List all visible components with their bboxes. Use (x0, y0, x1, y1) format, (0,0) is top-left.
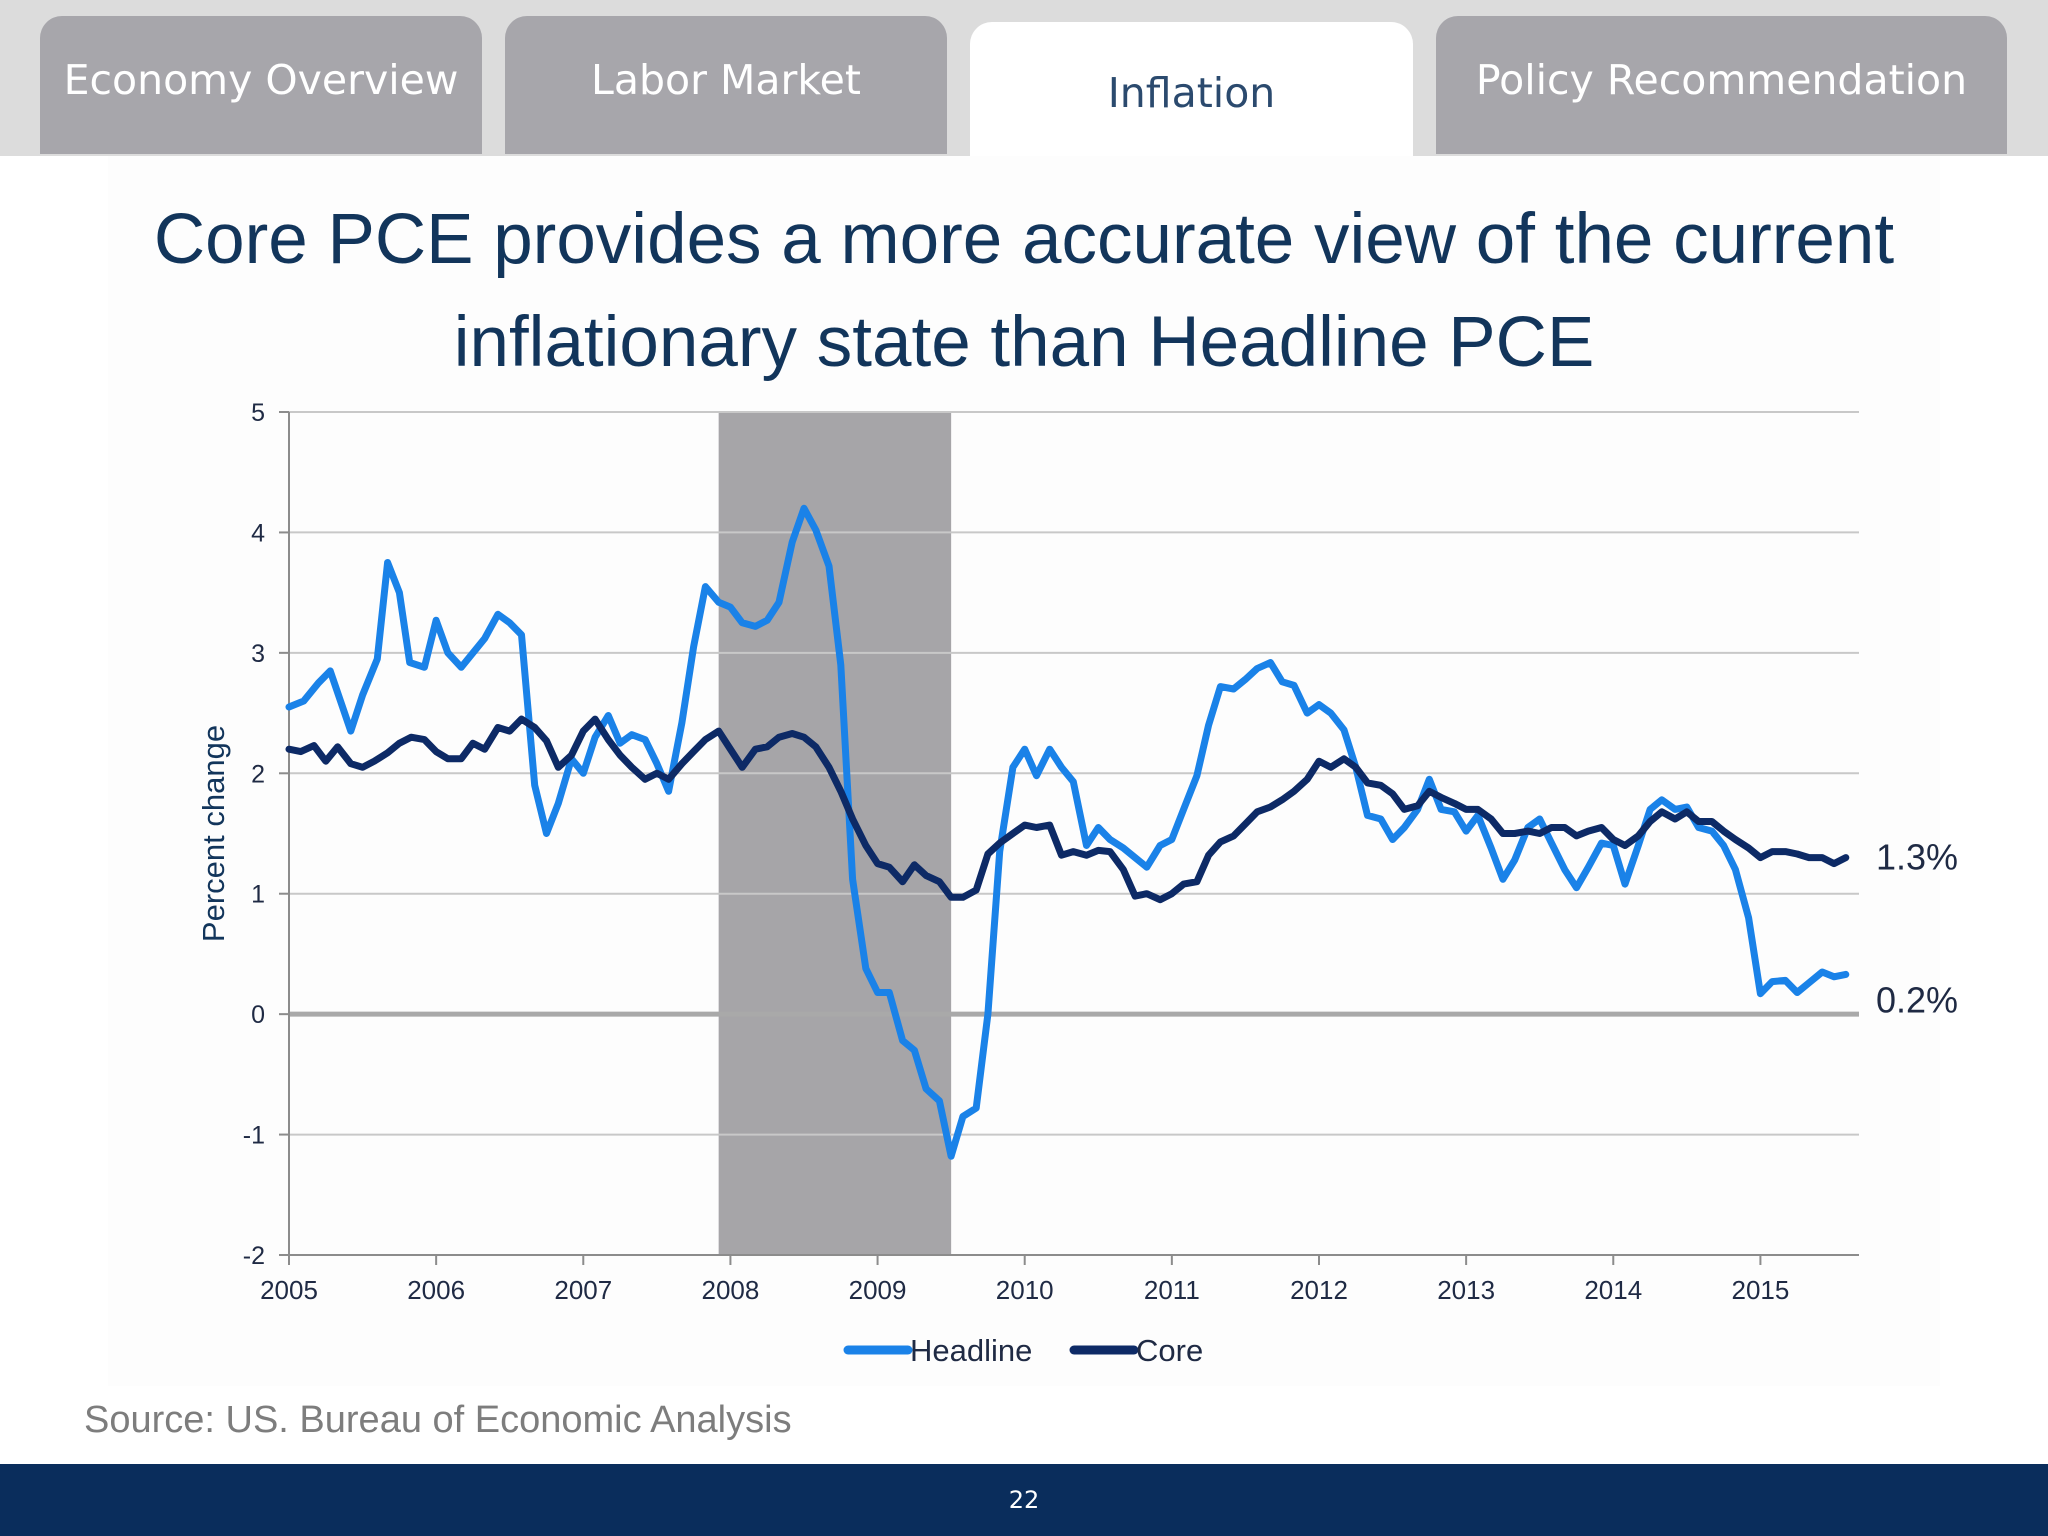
tab-policy-recommendation[interactable]: Policy Recommendation (1436, 16, 2007, 154)
tab-economy-overview[interactable]: Economy Overview (40, 16, 482, 154)
tab-bar: Economy Overview Labor Market Inflation … (0, 0, 2048, 156)
x-tick-label: 2014 (1584, 1275, 1642, 1305)
x-tick-label: 2013 (1437, 1275, 1495, 1305)
y-tick-label: -1 (243, 1122, 265, 1150)
x-tick-label: 2007 (554, 1275, 612, 1305)
legend-label-core: Core (1136, 1333, 1203, 1368)
x-tick-label: 2008 (702, 1275, 760, 1305)
y-tick-label: 1 (251, 881, 265, 909)
series-line-core (285, 715, 1850, 904)
slide-title-line-1: Core PCE provides a more accurate view o… (153, 200, 1895, 279)
recession-shading (718, 412, 952, 1255)
y-tick-label: 2 (251, 760, 265, 788)
x-tick-label: 2011 (1144, 1275, 1200, 1305)
x-tick-label: 2012 (1290, 1275, 1348, 1305)
slide-title: Core PCE provides a more accurate view o… (60, 188, 1988, 394)
x-tick-label: 2015 (1731, 1275, 1789, 1305)
end-label-core: 1.3% (1876, 837, 1958, 878)
slide-background (108, 156, 1940, 1386)
source-note: Source: US. Bureau of Economic Analysis (84, 1399, 792, 1441)
y-tick-label: 5 (251, 399, 265, 427)
end-label-headline: 0.2% (1876, 979, 1958, 1020)
x-tick-label: 2009 (849, 1275, 907, 1305)
tab-inflation[interactable]: Inflation (970, 22, 1413, 156)
legend-label-headline: Headline (910, 1333, 1032, 1368)
footer-bar: 22 (0, 1464, 2048, 1536)
y-tick-label: 0 (251, 1001, 265, 1029)
x-tick-label: 2006 (407, 1275, 465, 1305)
slide-title-line-2: inflationary state than Headline PCE (453, 303, 1595, 382)
x-tick-label: 2010 (996, 1275, 1054, 1305)
page-number: 22 (1008, 1486, 1040, 1514)
y-tick-label: 3 (251, 640, 265, 668)
y-axis-label: Percent change (196, 725, 231, 942)
x-tick-label: 2005 (260, 1275, 318, 1305)
tab-labor-market[interactable]: Labor Market (505, 16, 947, 154)
series-line-headline (285, 504, 1850, 1160)
pce-inflation-chart: -2 -1 0 1 2 3 4 5 2005 2006 2007 2008 2009 2010 2011 20… (196, 399, 1958, 1368)
y-tick-label: -2 (243, 1242, 265, 1270)
y-tick-label: 4 (251, 519, 265, 547)
